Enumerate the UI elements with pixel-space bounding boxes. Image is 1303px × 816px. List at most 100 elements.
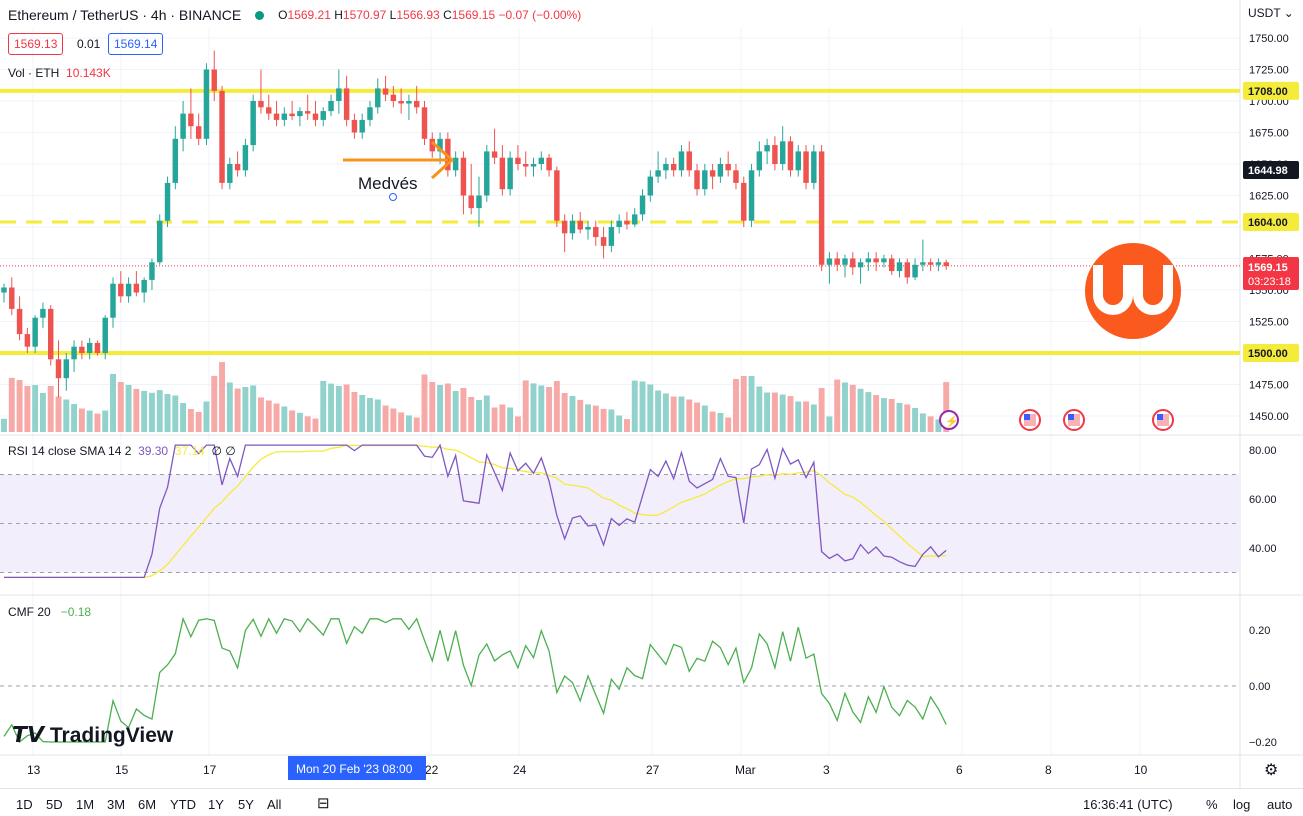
volume-bar: [849, 384, 856, 432]
symbol-title[interactable]: Ethereum / TetherUS · 4h · BINANCE: [8, 7, 242, 23]
volume-bar: [686, 399, 693, 432]
tf-1d[interactable]: 1D: [16, 797, 33, 812]
candle-body: [195, 126, 202, 139]
time-axis-label: 24: [513, 763, 527, 777]
candle-body: [779, 141, 786, 164]
tf-5d[interactable]: 5D: [46, 797, 63, 812]
volume-bar: [943, 382, 950, 432]
volume-bar: [725, 417, 732, 432]
time-axis-label: 6: [956, 763, 963, 777]
percent-toggle[interactable]: %: [1206, 797, 1218, 812]
bottom-toolbar: 1D 5D 1M 3M 6M YTD 1Y 5Y All ⊟ 16:36:41 …: [0, 788, 1303, 816]
volume-bar: [78, 408, 85, 432]
volume-bar: [289, 410, 296, 432]
ask-price[interactable]: 1569.14: [108, 33, 164, 55]
utc-clock[interactable]: 16:36:41 (UTC): [1083, 797, 1173, 812]
volume-bar: [670, 396, 677, 432]
candle-body: [663, 164, 669, 171]
candle-body: [421, 107, 428, 139]
candle-body: [507, 157, 513, 190]
volume-bar: [592, 405, 599, 432]
time-axis-label: 27: [646, 763, 660, 777]
tag-1708: [1243, 81, 1299, 100]
rsi-sma-line: [4, 444, 947, 579]
tf-1y[interactable]: 1Y: [208, 797, 224, 812]
tf-all[interactable]: All: [267, 797, 282, 812]
candle-body: [413, 101, 420, 108]
tag-1644-text: 1644.98: [1248, 165, 1288, 177]
volume-value: 10.143K: [66, 66, 111, 80]
tf-6m[interactable]: 6M: [138, 797, 157, 812]
flag-canton: [1068, 414, 1074, 420]
candle-body: [741, 182, 747, 221]
volume-bar: [919, 413, 926, 432]
date-range-icon[interactable]: ⊟: [317, 795, 330, 812]
volume-bar: [888, 399, 895, 432]
volume-bar: [47, 386, 54, 432]
candle-body: [149, 262, 155, 280]
volume-bar: [873, 395, 880, 432]
tradingview-logo[interactable]: 𝙏𝙑 TradingView: [12, 722, 174, 747]
candle-body: [157, 220, 163, 263]
tag-1644: [1243, 161, 1299, 179]
volume-bar: [678, 396, 685, 432]
volume-bar: [717, 413, 724, 432]
candle-body: [616, 220, 622, 227]
candle-body: [47, 308, 54, 360]
tf-3m[interactable]: 3M: [107, 797, 126, 812]
candle-body: [873, 258, 879, 263]
tf-ytd[interactable]: YTD: [170, 797, 196, 812]
volume-bar: [904, 404, 911, 432]
price-axis-label: 1525.00: [1249, 317, 1289, 329]
volume-bar: [1, 418, 7, 432]
bid-price[interactable]: 1569.13: [8, 33, 64, 55]
candle-body: [258, 101, 264, 108]
tf-1m[interactable]: 1M: [76, 797, 95, 812]
candle-body: [375, 88, 381, 108]
time-axis-label: 17: [203, 763, 217, 777]
price-axis-label: 1450.00: [1249, 411, 1289, 423]
tf-5y[interactable]: 5Y: [238, 797, 254, 812]
candle-body: [748, 170, 755, 221]
volume-bar: [16, 380, 23, 432]
volume-bar: [647, 384, 654, 432]
candle-body: [16, 308, 23, 335]
volume-bar: [24, 386, 31, 432]
candle-body: [764, 145, 770, 152]
volume-bar: [8, 377, 15, 432]
volume-bar: [429, 382, 436, 432]
currency-selector[interactable]: USDT ⌄: [1248, 6, 1294, 20]
candle-body: [772, 145, 778, 164]
volume-bar: [476, 400, 482, 432]
candles[interactable]: [1, 50, 949, 398]
candle-body: [118, 283, 124, 297]
candle-body: [312, 113, 319, 120]
volume-bar: [514, 416, 521, 432]
log-toggle[interactable]: log: [1233, 797, 1251, 812]
candle-body: [367, 107, 373, 120]
candle-body: [281, 113, 288, 120]
volume-bar: [639, 381, 646, 432]
auto-toggle[interactable]: auto: [1267, 797, 1293, 812]
candle-body: [406, 101, 412, 104]
volume-bar: [296, 412, 303, 432]
candle-body: [125, 283, 132, 297]
cmf-axis-label: −0.20: [1249, 737, 1277, 749]
volume-bar: [546, 387, 553, 432]
volume-bar: [810, 404, 817, 432]
candle-body: [86, 342, 93, 353]
price-axis-label: 1750.00: [1249, 33, 1289, 45]
candle-body: [24, 334, 31, 347]
volume-bar: [359, 395, 366, 432]
candle-body: [382, 88, 389, 95]
volume-bar: [771, 392, 778, 432]
candle-body: [328, 101, 334, 112]
candle-body: [79, 346, 85, 353]
tag-1604-text: 1604.00: [1248, 217, 1288, 229]
volume-bar: [195, 412, 202, 432]
candle-body: [678, 151, 685, 171]
tag-1500: [1243, 344, 1299, 362]
volume-bar: [312, 418, 319, 432]
volume-bar: [390, 408, 397, 432]
